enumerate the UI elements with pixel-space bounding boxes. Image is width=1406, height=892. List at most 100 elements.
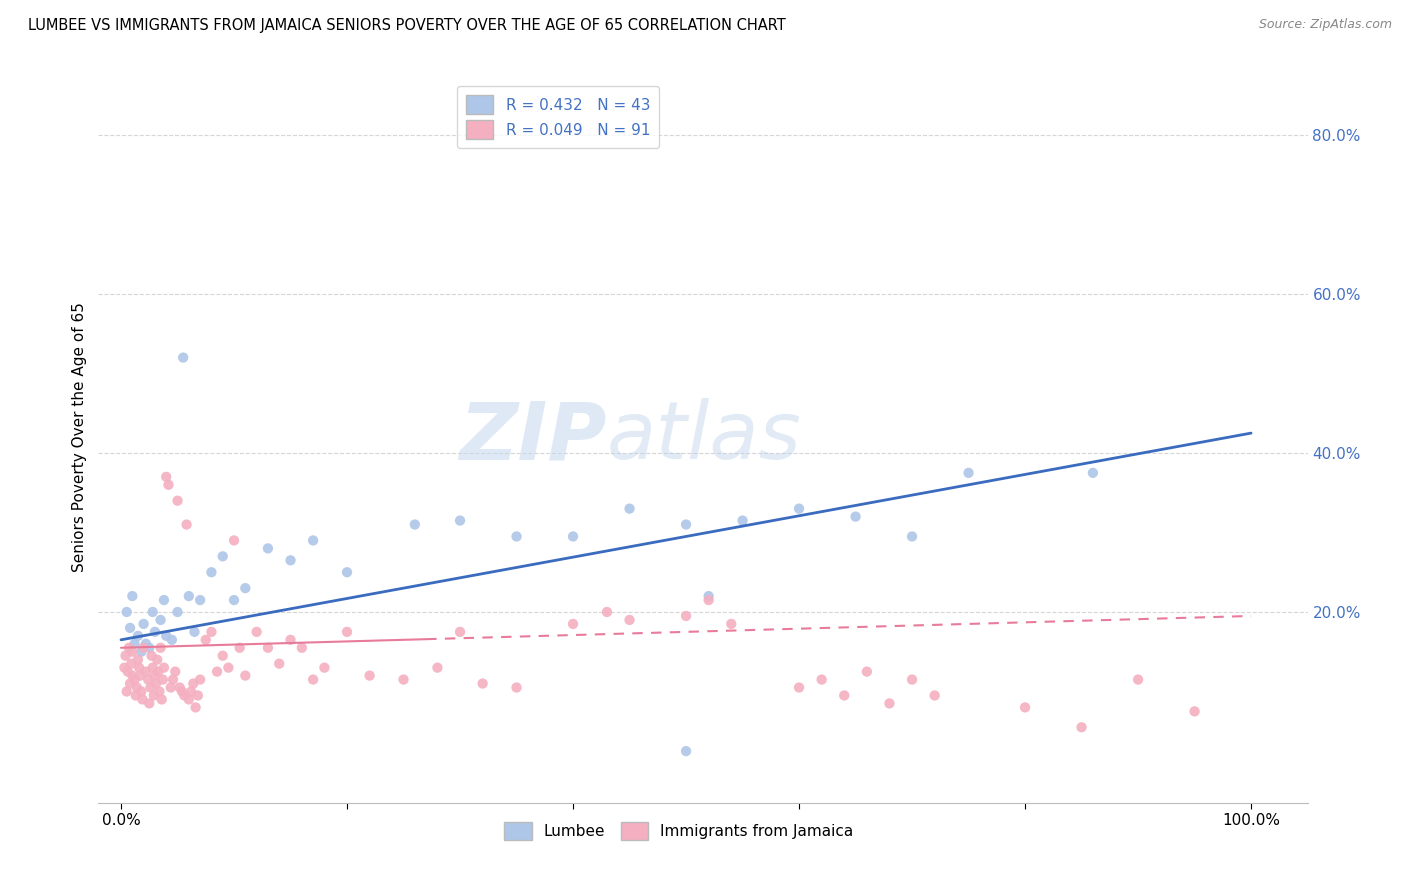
Point [165,665,187,679]
Point [169,681,191,695]
Point [150,692,173,706]
Point [471,676,494,690]
Point [1184,705,1206,719]
Point [720,616,742,631]
Point [132,616,155,631]
Point [112,660,135,674]
Point [619,501,641,516]
Point [302,673,325,687]
Point [291,640,314,655]
Point [173,689,195,703]
Point [152,673,174,687]
Point [118,640,141,655]
Point [117,665,139,679]
Point [1081,466,1104,480]
Point [157,477,180,491]
Point [124,637,146,651]
Point [183,676,205,690]
Point [142,689,165,703]
Point [141,648,163,663]
Point [149,613,172,627]
Y-axis label: Seniors Poverty Over the Age of 65: Seniors Poverty Over the Age of 65 [72,302,87,572]
Point [924,689,946,703]
Point [124,673,146,687]
Point [153,593,176,607]
Point [132,640,155,655]
Point [120,657,142,671]
Point [449,624,471,639]
Point [135,665,157,679]
Point [1126,673,1149,687]
Point [138,640,160,655]
Point [160,632,183,647]
Point [188,593,211,607]
Point [200,566,222,580]
Point [217,660,239,674]
Point [562,529,585,543]
Point [125,681,148,695]
Point [146,653,169,667]
Point [269,657,291,671]
Point [505,529,527,543]
Point [222,533,245,548]
Point [675,517,697,532]
Point [153,660,176,674]
Point [131,692,153,706]
Point [142,660,165,674]
Point [1014,700,1036,714]
Point [426,660,449,674]
Point [194,632,217,647]
Point [205,665,228,679]
Point [142,605,165,619]
Point [155,629,177,643]
Point [856,665,879,679]
Point [246,624,269,639]
Point [159,681,181,695]
Point [143,668,166,682]
Point [162,673,184,687]
Point [257,541,280,556]
Point [138,697,160,711]
Point [280,632,302,647]
Point [901,529,924,543]
Point [211,648,233,663]
Point [302,533,325,548]
Point [131,645,153,659]
Text: atlas: atlas [606,398,801,476]
Point [449,514,471,528]
Point [228,640,250,655]
Text: ZIP: ZIP [458,398,606,476]
Point [135,637,157,651]
Point [675,609,697,624]
Point [121,645,143,659]
Point [187,689,209,703]
Text: Source: ZipAtlas.com: Source: ZipAtlas.com [1258,18,1392,31]
Point [177,692,200,706]
Point [136,673,159,687]
Point [845,509,868,524]
Point [336,624,359,639]
Point [129,668,152,682]
Point [619,613,641,627]
Point [1070,720,1092,734]
Legend: Lumbee, Immigrants from Jamaica: Lumbee, Immigrants from Jamaica [498,815,859,847]
Point [131,684,153,698]
Point [121,589,143,603]
Point [787,681,810,695]
Point [675,744,697,758]
Point [176,517,198,532]
Point [562,616,585,631]
Point [188,673,211,687]
Point [172,351,194,365]
Point [184,700,207,714]
Point [211,549,233,564]
Point [155,470,177,484]
Point [127,653,149,667]
Point [183,624,205,639]
Point [139,681,162,695]
Point [120,676,142,690]
Point [392,673,415,687]
Point [336,566,359,580]
Text: LUMBEE VS IMMIGRANTS FROM JAMAICA SENIORS POVERTY OVER THE AGE OF 65 CORRELATION: LUMBEE VS IMMIGRANTS FROM JAMAICA SENIOR… [28,18,786,33]
Point [166,493,188,508]
